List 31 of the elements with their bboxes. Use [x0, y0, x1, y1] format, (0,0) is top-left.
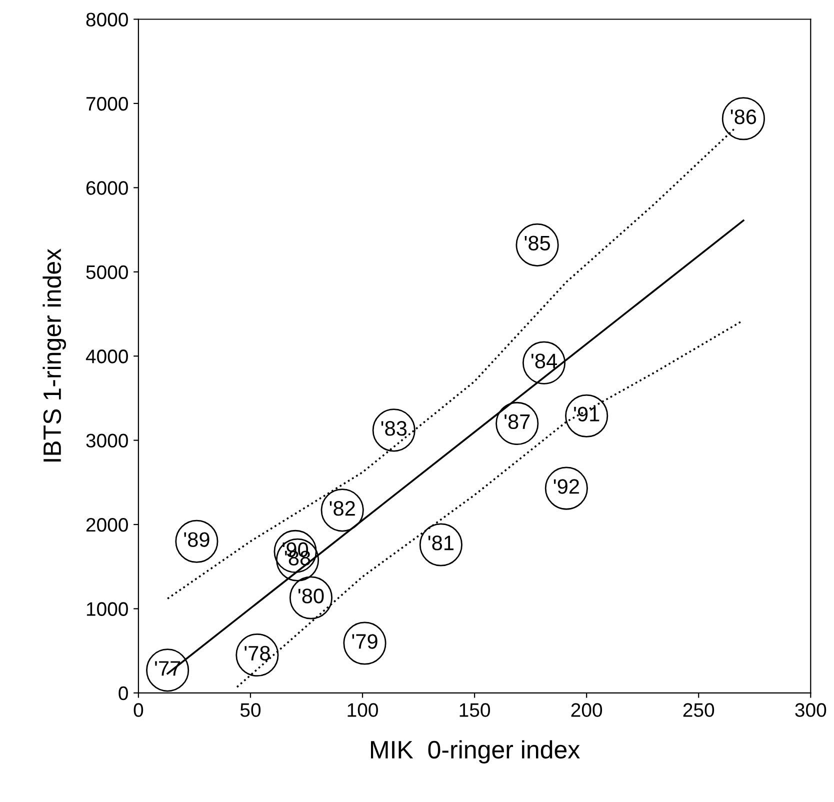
x-tick-label: 50 — [240, 703, 261, 717]
annotation: '79 — [352, 634, 378, 649]
annotation: '92 — [554, 479, 579, 494]
annotation: '83 — [381, 421, 407, 436]
y-tick-label: 2000 — [86, 518, 128, 532]
y-tick-label: 1000 — [86, 602, 128, 616]
x-axis-title: MIK 0-ringer index — [371, 740, 580, 764]
annotation: '81 — [428, 536, 454, 550]
annotation: '78 — [244, 646, 270, 661]
y-tick-label: 3000 — [86, 434, 128, 448]
y-tick-label: 7000 — [86, 96, 128, 111]
x-tick-label: 100 — [348, 703, 378, 717]
annotation: '87 — [504, 414, 530, 430]
x-tick-label: 0 — [134, 703, 144, 717]
x-tick-label: 250 — [683, 703, 714, 717]
x-tick-label: 200 — [571, 703, 602, 717]
x-tick-label: 300 — [795, 703, 826, 717]
y-tick-label: 5000 — [86, 265, 128, 280]
y-tick-label: 0 — [118, 686, 128, 700]
y-tick-label: 8000 — [86, 12, 128, 26]
x-tick-label: 150 — [460, 703, 490, 717]
annotation: '91 — [574, 406, 600, 422]
y-axis-title: IBTS 1-ringer index — [42, 248, 66, 462]
annotation: '86 — [730, 109, 756, 124]
annotation: '85 — [524, 236, 550, 251]
y-tick-label: 6000 — [86, 181, 128, 195]
y-tick-label: 4000 — [86, 350, 128, 364]
annotation: '84 — [531, 354, 557, 368]
annotation: '80 — [298, 588, 324, 604]
annotation: '82 — [330, 501, 355, 516]
annotation: '89 — [184, 532, 210, 547]
